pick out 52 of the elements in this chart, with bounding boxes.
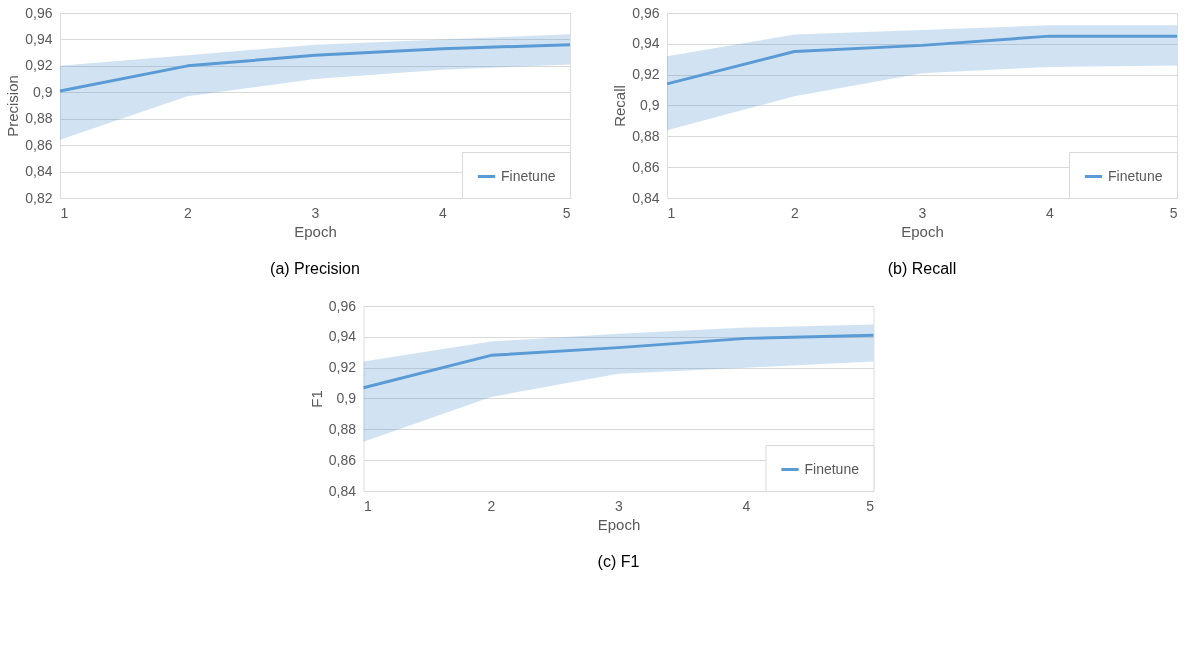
text: (a) Precision: [270, 260, 360, 277]
x-tick-label: 3: [918, 204, 927, 221]
y-tick-label: 0,94: [632, 35, 660, 52]
y-axis-title: Precision: [4, 75, 22, 137]
y-tick-label: 0,88: [25, 110, 53, 127]
x-tick-label: 1: [667, 204, 676, 221]
y-tick-label: 0,94: [25, 30, 53, 47]
x-tick-label: 1: [364, 497, 372, 514]
y-axis-title: Recall: [611, 85, 629, 127]
x-tick-label: 5: [1169, 204, 1178, 221]
legend-label: Finetune: [501, 167, 556, 184]
legend-label: Finetune: [804, 460, 860, 477]
y-tick-label: 0,86: [632, 158, 660, 175]
y-tick-label: 0,86: [328, 451, 357, 468]
legend-label: Finetune: [1108, 167, 1163, 184]
y-tick-label: 0,94: [328, 328, 357, 345]
y-tick-label: 0,92: [328, 359, 357, 376]
y-tick-label: 0,96: [328, 297, 357, 314]
y-tick-label: 0,84: [632, 189, 660, 206]
y-tick-label: 0,9: [33, 83, 53, 100]
line-series: [58, 43, 572, 93]
y-tick-label: 0,86: [25, 136, 53, 153]
y-tick-label: 0,88: [632, 127, 660, 144]
x-tick-label: 2: [487, 497, 496, 514]
y-axis-title: F1: [307, 390, 325, 408]
text: (b) Recall: [887, 260, 957, 277]
y-tick-label: 0,9: [640, 97, 660, 113]
x-tick-label: 3: [615, 497, 624, 514]
y-tick-label: 0,88: [328, 420, 357, 437]
x-tick-label: 2: [184, 204, 193, 221]
y-tick-label: 0,84: [25, 163, 53, 180]
x-tick-label: 1: [60, 204, 69, 221]
x-tick-label: 5: [866, 497, 875, 514]
x-axis-title: Epoch: [597, 515, 641, 533]
x-axis-title: Epoch: [901, 222, 944, 240]
y-tick-label: 0,82: [25, 189, 53, 206]
y-tick-label: 0,92: [632, 66, 660, 83]
x-tick-label: 5: [562, 204, 571, 221]
x-tick-label: 4: [1046, 204, 1055, 221]
x-axis-title: Epoch: [294, 222, 337, 240]
line-series: [362, 333, 875, 390]
y-tick-label: 0,92: [25, 57, 53, 74]
text: (c) F1: [597, 553, 640, 570]
y-tick-label: 0,84: [328, 482, 357, 499]
line-series: [665, 34, 1179, 86]
x-tick-label: 4: [439, 204, 448, 221]
x-tick-label: 2: [791, 204, 800, 221]
y-tick-label: 0,96: [632, 4, 660, 21]
x-tick-label: 4: [742, 497, 751, 514]
y-tick-label: 0,96: [25, 4, 53, 21]
x-tick-label: 3: [311, 204, 320, 221]
y-tick-label: 0,9: [336, 390, 357, 406]
